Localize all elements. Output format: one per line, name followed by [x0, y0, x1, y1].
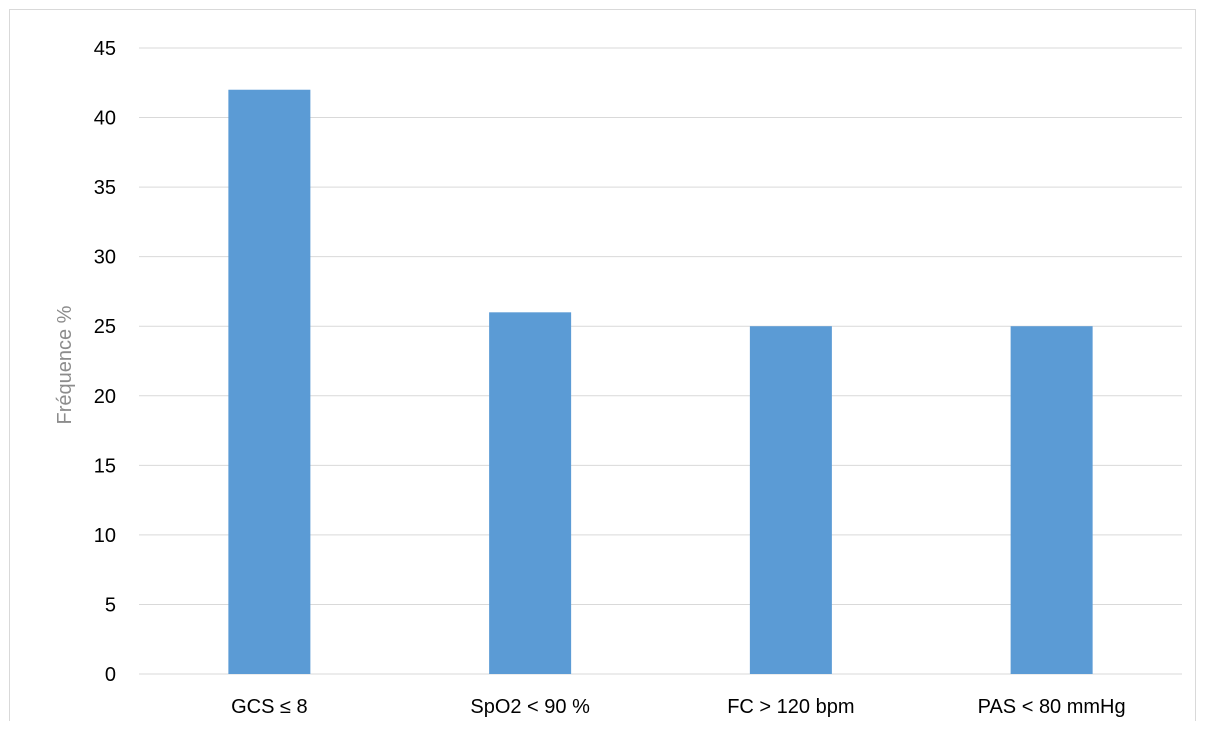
bar [749, 326, 832, 674]
bar [489, 312, 572, 674]
y-tick-label: 5 [105, 594, 116, 616]
y-tick-label: 0 [105, 664, 116, 686]
y-tick-label: 35 [94, 177, 116, 199]
x-category-label: SpO2 < 90 % [470, 696, 590, 718]
bar [1010, 326, 1093, 674]
y-tick-label: 40 [94, 108, 116, 130]
y-tick-label: 30 [94, 247, 116, 269]
gridlines [139, 47, 1182, 675]
y-tick-label: 25 [94, 316, 116, 338]
y-tick-label: 20 [94, 386, 116, 408]
x-category-label: PAS < 80 mmHg [978, 696, 1126, 718]
y-axis-ticks: 0 5 10 15 20 25 30 35 40 45 [94, 38, 116, 686]
y-tick-label: 15 [94, 455, 116, 477]
bars [228, 89, 1093, 674]
x-category-label: FC > 120 bpm [727, 696, 854, 718]
y-tick-label: 45 [94, 38, 116, 60]
bar [228, 89, 311, 674]
x-axis-categories: GCS ≤ 8 SpO2 < 90 % FC > 120 bpm PAS < 80 m… [231, 696, 1126, 718]
y-tick-label: 10 [94, 525, 116, 547]
x-category-label: GCS ≤ 8 [231, 696, 308, 718]
y-axis-title: Fréquence % [54, 305, 76, 424]
